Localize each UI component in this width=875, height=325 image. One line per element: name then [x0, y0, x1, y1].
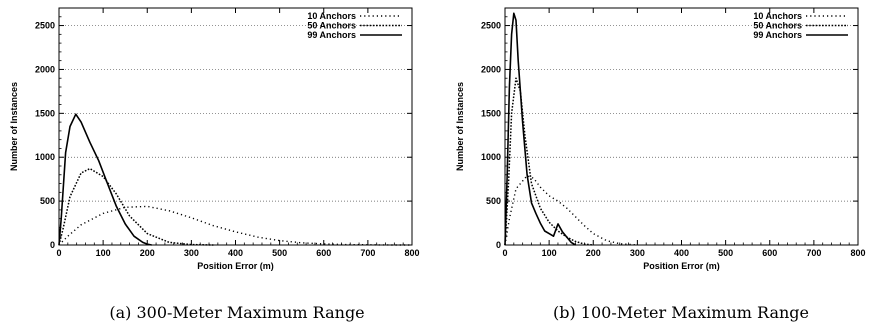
series-line — [58, 205, 412, 246]
y-tick-label: 500 — [486, 196, 501, 206]
x-tick-label: 100 — [96, 248, 111, 258]
y-axis-title: Number of Instances — [455, 82, 465, 171]
y-tick-label: 0 — [50, 240, 55, 250]
y-tick-label: 1000 — [481, 152, 501, 162]
y-tick-label: 1500 — [481, 108, 501, 118]
chart-panel: 0 500 1000 1500 2000 2500 0 100 200 300 400 500 600 7… — [455, 7, 866, 271]
x-tick-label: 400 — [228, 248, 243, 258]
chart-panel: 0 500 1000 1500 2000 2500 0 100 200 300 400 500 600 7… — [9, 7, 420, 271]
legend-label: 10 Anchors — [753, 11, 802, 21]
legend-label: 50 Anchors — [753, 21, 802, 31]
x-tick-label: 400 — [674, 248, 689, 258]
x-tick-label: 300 — [630, 248, 645, 258]
x-tick-label: 600 — [316, 248, 331, 258]
x-axis-title: Position Error (m) — [197, 261, 274, 271]
series-line — [58, 113, 152, 246]
x-tick-label: 300 — [184, 248, 199, 258]
plot-frame — [58, 7, 413, 246]
y-tick-label: 0 — [496, 240, 501, 250]
figure-caption: (b) 100-Meter Maximum Range — [553, 303, 809, 322]
x-tick-label: 700 — [360, 248, 375, 258]
y-tick-label: 2000 — [481, 64, 501, 74]
y-axis-title: Number of Instances — [9, 82, 19, 171]
x-axis-title: Position Error (m) — [643, 261, 720, 271]
x-tick-label: 500 — [718, 248, 733, 258]
y-tick-label: 500 — [40, 196, 55, 206]
legend-label: 99 Anchors — [307, 30, 356, 40]
legend-label: 10 Anchors — [307, 11, 356, 21]
series-line — [504, 77, 594, 246]
x-tick-label: 0 — [56, 248, 61, 258]
x-tick-label: 200 — [586, 248, 601, 258]
x-tick-label: 500 — [272, 248, 287, 258]
figure-caption: (a) 300-Meter Maximum Range — [109, 303, 364, 322]
legend-label: 50 Anchors — [307, 21, 356, 31]
x-tick-label: 800 — [404, 248, 419, 258]
y-tick-label: 1000 — [35, 152, 55, 162]
x-tick-label: 200 — [140, 248, 155, 258]
x-tick-label: 800 — [850, 248, 865, 258]
x-tick-label: 100 — [542, 248, 557, 258]
legend-label: 99 Anchors — [753, 30, 802, 40]
plot-frame — [504, 7, 859, 246]
y-tick-label: 2000 — [35, 64, 55, 74]
y-tick-label: 2500 — [481, 21, 501, 31]
y-tick-label: 2500 — [35, 21, 55, 31]
series-line — [504, 174, 638, 246]
x-tick-label: 600 — [762, 248, 777, 258]
y-tick-label: 1500 — [35, 108, 55, 118]
series-line — [504, 12, 577, 246]
x-tick-label: 700 — [806, 248, 821, 258]
x-tick-label: 0 — [502, 248, 507, 258]
